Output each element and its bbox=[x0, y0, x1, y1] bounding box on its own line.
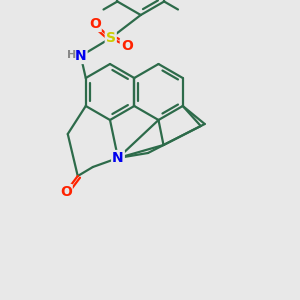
Text: S: S bbox=[106, 31, 116, 45]
Text: O: O bbox=[60, 185, 72, 199]
Text: N: N bbox=[75, 49, 87, 63]
Text: O: O bbox=[89, 17, 101, 31]
Text: N: N bbox=[112, 151, 124, 165]
Text: H: H bbox=[67, 50, 76, 60]
Text: O: O bbox=[121, 39, 133, 53]
